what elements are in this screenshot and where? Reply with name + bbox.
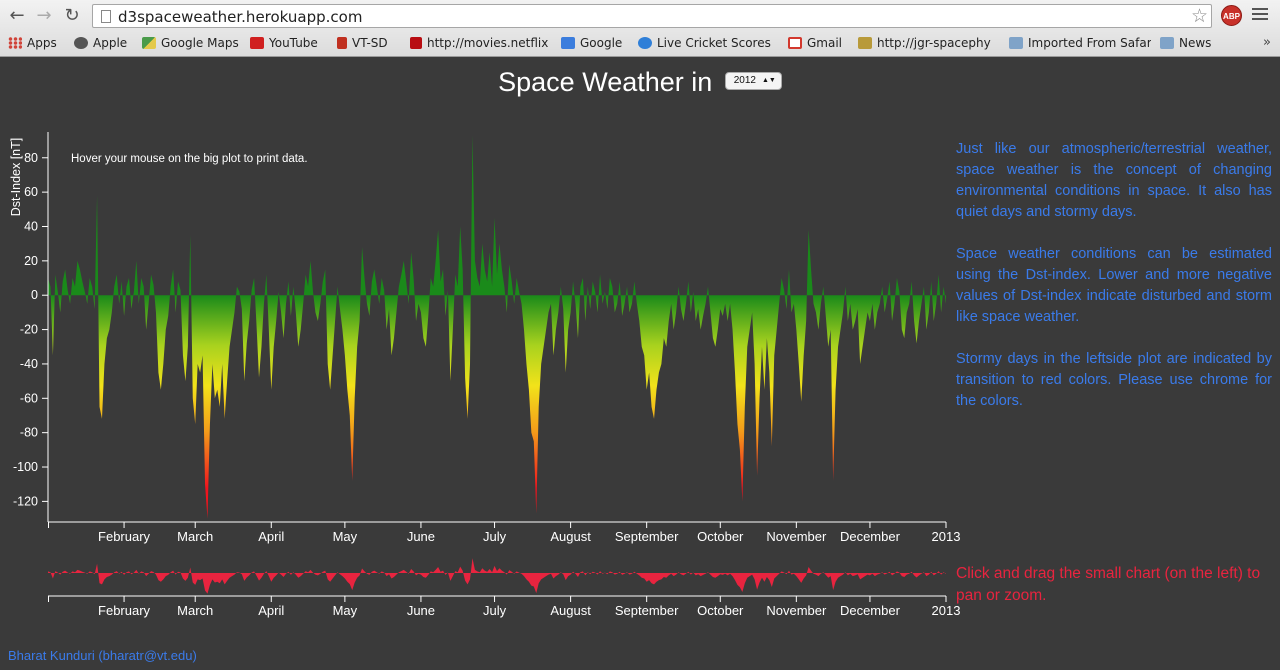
x-tick-label: May [333,529,358,544]
netflix-icon [410,37,422,49]
google-icon [561,37,575,49]
vt-sd-icon [337,37,347,49]
browser-menu-icon[interactable] [1252,8,1268,22]
title-row: Space Weather in 2012 ▲▼ [0,67,1280,98]
y-tick-label: 20 [24,254,38,268]
x-tick-label: May [333,603,358,618]
bookmark-apple[interactable]: Apple [74,33,134,53]
x-tick-label: November [766,603,827,618]
x-tick-label: March [177,529,213,544]
page-icon [101,10,111,23]
dst-charts: 80 60 40 20 0 -20 -40 -60 -80 -100 -120 February Ma… [9,132,960,618]
x-tick-label: August [550,603,591,618]
y-tick-label: 0 [31,288,38,302]
info-paragraph-2: Space weather conditions can be estimate… [956,246,1272,325]
bookmark-google-maps[interactable]: Google Maps [142,33,242,53]
apps-grid-icon [8,37,22,49]
author-link[interactable]: Bharat Kunduri (bharatr@vt.edu) [8,648,197,663]
context-chart[interactable]: February March April May June July August Septe… [48,558,960,618]
bookmark-netflix[interactable]: http://movies.netflix [410,33,550,53]
bookmark-jgr-spacephy[interactable]: http://jgr-spacephy [858,33,998,53]
reload-icon[interactable]: ↻ [64,5,80,26]
bookmark-gmail[interactable]: Gmail [788,33,850,53]
x-tick-label: March [177,603,213,618]
x-tick-label: November [766,529,827,544]
x-tick-label: February [98,529,151,544]
page-title: Space Weather in [498,67,713,97]
bookmark-apps[interactable]: Apps [8,33,66,53]
y-tick-label: -40 [20,357,38,371]
x-axis: February March April May June July August Septe… [48,521,960,544]
y-tick-label: -120 [13,494,38,508]
x-tick-label: August [550,529,591,544]
star-bookmark-icon[interactable]: ☆ [1190,5,1208,27]
y-tick-label: -100 [13,460,38,474]
y-tick-label: -20 [20,323,38,337]
google-maps-icon [142,37,156,49]
youtube-icon [250,37,264,49]
context-x-axis: February March April May June July August Septe… [48,595,960,618]
browser-chrome: ← → ↻ d3spaceweather.herokuapp.com ☆ ABP… [0,0,1280,57]
bookmark-vt-sd[interactable]: VT-SD [337,33,402,53]
address-bar[interactable]: d3spaceweather.herokuapp.com ☆ [92,4,1212,28]
x-tick-label: September [615,529,679,544]
x-tick-label: April [258,529,284,544]
back-icon[interactable]: ← [9,5,25,26]
forward-icon[interactable]: → [36,5,52,26]
bookmarks-more-button[interactable]: » [1263,35,1271,50]
bookmark-google[interactable]: Google [561,33,629,53]
y-axis-label: Dst-Index [nT] [9,138,23,217]
folder-icon [1009,37,1023,49]
bookmark-folder-imported-from-safari[interactable]: Imported From Safari [1009,33,1151,53]
y-tick-label: 60 [24,185,38,199]
y-tick-label: 80 [24,151,38,165]
x-tick-label: December [840,603,901,618]
bookmark-folder-news[interactable]: News [1160,33,1220,53]
x-tick-label: April [258,603,284,618]
pan-zoom-hint: Click and drag the small chart (on the l… [956,565,1261,604]
y-tick-label: -80 [20,426,38,440]
x-tick-label: 2013 [932,603,960,618]
x-tick-label: September [615,603,679,618]
dst-area[interactable] [48,135,946,519]
x-tick-label: July [483,529,507,544]
info-paragraph-1: Just like our atmospheric/terrestrial we… [956,141,1272,220]
x-tick-label: June [407,529,435,544]
adblock-icon[interactable]: ABP [1221,5,1242,26]
x-tick-label: June [407,603,435,618]
x-tick-label: October [697,529,744,544]
url-text: d3spaceweather.herokuapp.com [118,8,363,26]
y-tick-label: -60 [20,391,38,405]
jgr-icon [858,37,872,49]
focus-chart[interactable]: 80 60 40 20 0 -20 -40 -60 -80 -100 -120 February Ma… [9,132,960,544]
folder-icon [1160,37,1174,49]
year-select-value: 2012 [733,74,756,86]
y-axis: 80 60 40 20 0 -20 -40 -60 -80 -100 -120 [13,132,49,522]
year-select[interactable]: 2012 ▲▼ [724,71,782,90]
bookmarks-bar: Apps Apple Google Maps YouTube VT-SD htt… [0,33,1280,55]
cricket-icon [638,37,652,49]
hover-hint: Hover your mouse on the big plot to prin… [71,153,308,165]
info-paragraph-3: Stormy days in the leftside plot are ind… [956,351,1272,409]
x-tick-label: October [697,603,744,618]
gmail-icon [788,37,802,49]
x-tick-label: February [98,603,151,618]
context-area[interactable] [48,558,946,594]
bookmark-live-cricket-scores[interactable]: Live Cricket Scores [638,33,775,53]
apple-icon [74,37,88,49]
x-tick-label: July [483,603,507,618]
x-tick-label: 2013 [932,529,960,544]
select-arrows-icon: ▲▼ [761,76,776,84]
x-tick-label: December [840,529,901,544]
bookmark-youtube[interactable]: YouTube [250,33,330,53]
y-tick-label: 40 [24,219,38,233]
